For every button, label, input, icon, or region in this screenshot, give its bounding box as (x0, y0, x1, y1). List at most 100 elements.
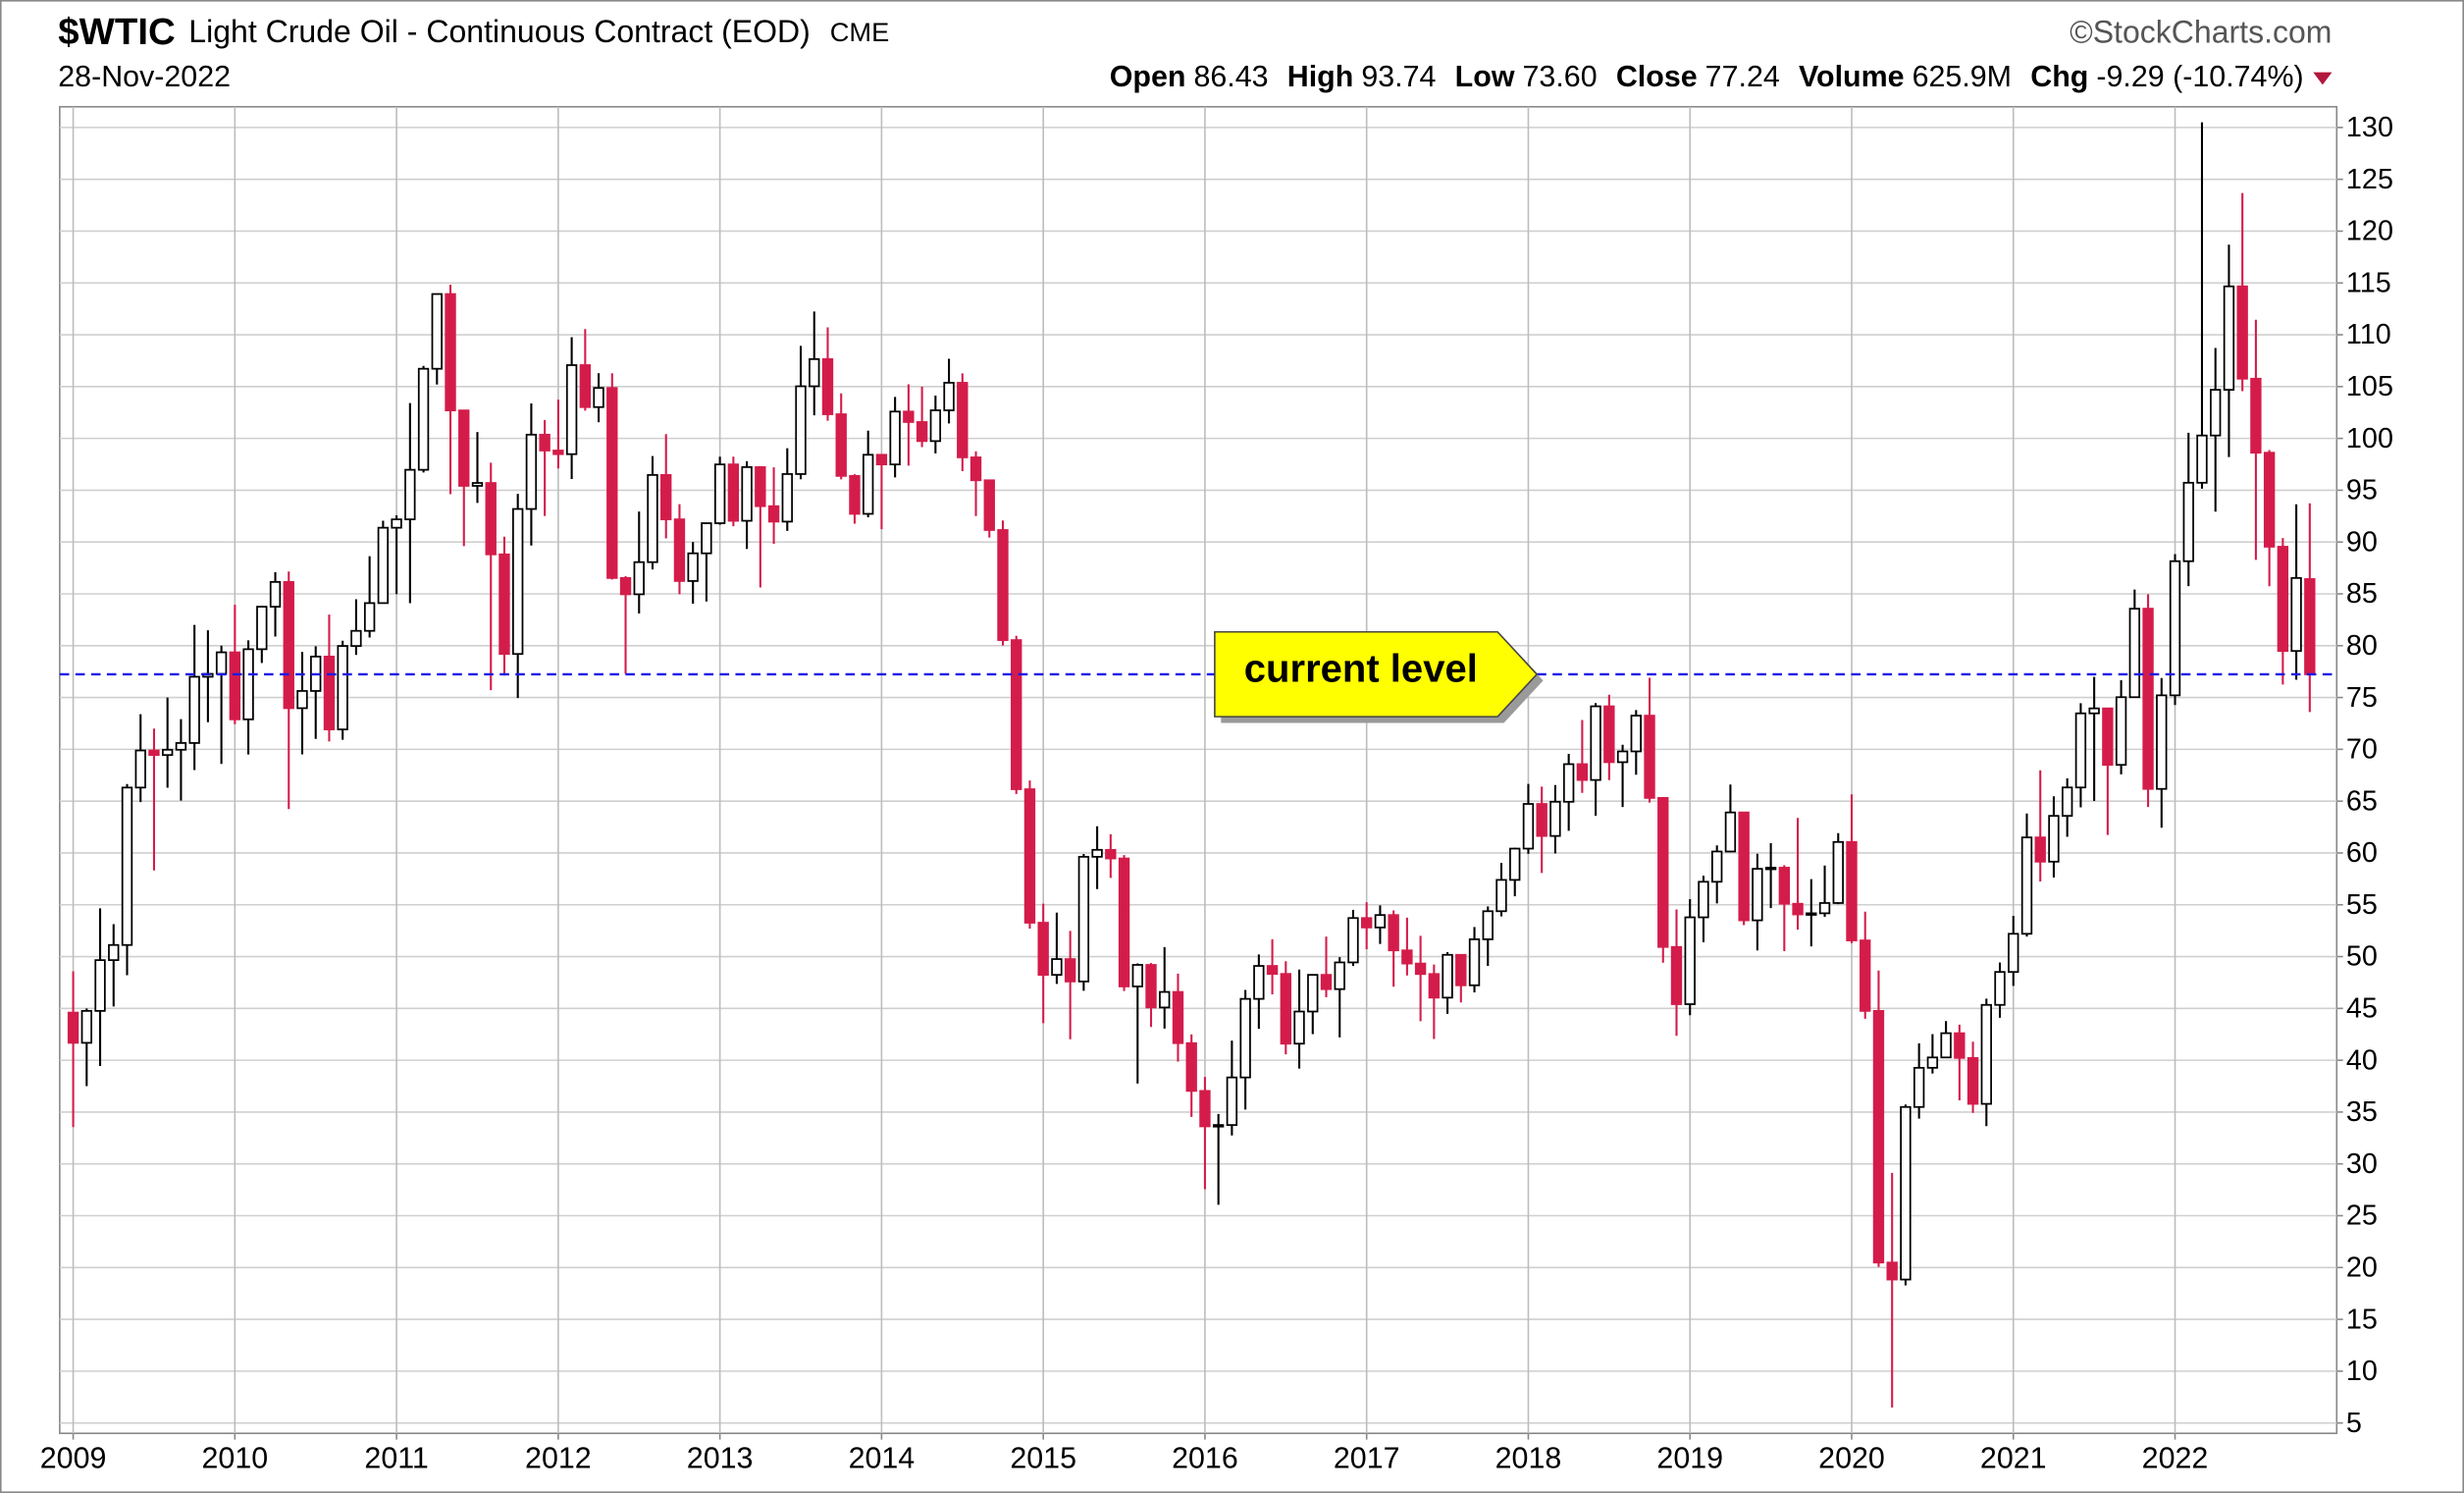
candle-body (2196, 434, 2208, 484)
candle-body (1940, 1032, 1952, 1059)
candle-body (1320, 974, 1333, 990)
y-tick-label: 110 (2346, 319, 2391, 350)
candle-body (713, 463, 726, 524)
y-tick-label: 65 (2346, 785, 2378, 817)
stats: Open 86.43 High 93.74 Low 73.60 Close 77.24 Volu… (1110, 60, 2304, 93)
candle-body (903, 410, 915, 423)
y-tick-label: 40 (2346, 1044, 2378, 1076)
stat-label: Close (1616, 60, 1698, 93)
symbol: $WTIC (58, 11, 176, 53)
candle-body (1509, 847, 1521, 881)
candle-body (121, 786, 133, 946)
candle-body (1253, 965, 1265, 1000)
title-line: $WTIC Light Crude Oil - Continuous Contr… (58, 11, 889, 53)
candle-body (1105, 848, 1117, 860)
candle-body (1522, 803, 1535, 850)
annotation: current level (59, 630, 2337, 723)
candle-body (1698, 880, 1709, 919)
candle-body (1388, 914, 1399, 952)
candle-body (673, 518, 686, 582)
y-tick-label: 55 (2346, 889, 2378, 921)
candle-body (1590, 705, 1601, 781)
candle-body (2263, 452, 2276, 548)
candle-body (795, 385, 807, 475)
candle-body (970, 456, 982, 482)
candle-body (1846, 840, 1858, 941)
candle-body (1185, 1041, 1197, 1093)
candle-body (1926, 1056, 1939, 1069)
stat-value: 625.9M (1913, 60, 2012, 93)
candle-body (431, 293, 443, 370)
candle-body (983, 479, 995, 531)
candle-body (619, 576, 632, 596)
candle-body (875, 453, 888, 466)
candle-body (417, 367, 430, 471)
candle-body (2304, 578, 2316, 675)
candle-body (1644, 715, 1655, 799)
y-tick-label: 35 (2346, 1096, 2378, 1128)
x-tick-label: 2010 (202, 1441, 269, 1474)
candle-body (1442, 953, 1453, 999)
candle-body (1495, 879, 1507, 913)
candle-body (1226, 1076, 1238, 1126)
candle-body (741, 465, 753, 522)
candle-body (687, 552, 699, 582)
candle-body (498, 553, 510, 656)
candle-body (512, 507, 524, 656)
candle-body (1778, 867, 1791, 905)
candle-body (1401, 949, 1413, 965)
candle-body (539, 433, 550, 452)
candle-body (2034, 836, 2046, 863)
candle-body (1266, 965, 1279, 976)
y-tick-label: 60 (2346, 837, 2378, 869)
candle-body (606, 387, 618, 579)
y-tick-label: 30 (2346, 1148, 2378, 1180)
stat-label: Chg (2030, 60, 2088, 93)
candle-body (1562, 763, 1575, 803)
candle-body (647, 474, 658, 563)
stat-value: 86.43 (1193, 60, 1268, 93)
candle-body (1818, 902, 1831, 915)
x-tick-label: 2012 (525, 1441, 592, 1474)
stat-label: High (1287, 60, 1354, 93)
candle-body (593, 387, 604, 408)
candle-body (2048, 815, 2060, 863)
candle-body (2088, 707, 2100, 715)
candle-body (1980, 1003, 1992, 1105)
candle-body (2236, 285, 2248, 380)
candle-body (445, 293, 456, 411)
y-tick-label: 115 (2346, 267, 2391, 298)
candle-body (552, 450, 564, 455)
candle-body (2250, 377, 2262, 454)
candle-body (1536, 803, 1547, 837)
x-tick-label: 2009 (40, 1441, 107, 1474)
candle-body (1011, 639, 1022, 790)
y-tick-label: 85 (2346, 578, 2378, 610)
candle-body (377, 526, 390, 605)
candle-body (2156, 694, 2168, 790)
x-tick-label: 2016 (1172, 1441, 1238, 1474)
candle-body (849, 474, 861, 515)
candle-body (660, 474, 672, 520)
y-tick-label: 70 (2346, 734, 2378, 766)
candle-body (2290, 576, 2302, 653)
candle-body (94, 959, 106, 1012)
candle-body (1023, 788, 1036, 924)
candle-body (175, 742, 187, 751)
candle-body (755, 465, 766, 507)
candle-body (350, 629, 362, 647)
axis-labels: 5 10 15 20 25 30 35 40 45 50 55 60 65 70 75 80 85 90 95 100… (40, 112, 2393, 1474)
y-tick-label: 15 (2346, 1304, 2378, 1335)
candle-body (1212, 1124, 1225, 1128)
candle-body (391, 518, 402, 529)
candle-body (781, 473, 793, 523)
y-tick-label: 20 (2346, 1253, 2378, 1284)
candle-body (337, 645, 348, 730)
x-tick-label: 2021 (1980, 1441, 2047, 1474)
y-tick-label: 105 (2346, 371, 2393, 402)
candle-body (323, 655, 336, 730)
candle-body (1549, 800, 1561, 837)
candle-body (1954, 1032, 1966, 1059)
candle-body (2182, 481, 2194, 562)
x-tick-label: 2014 (849, 1441, 916, 1474)
